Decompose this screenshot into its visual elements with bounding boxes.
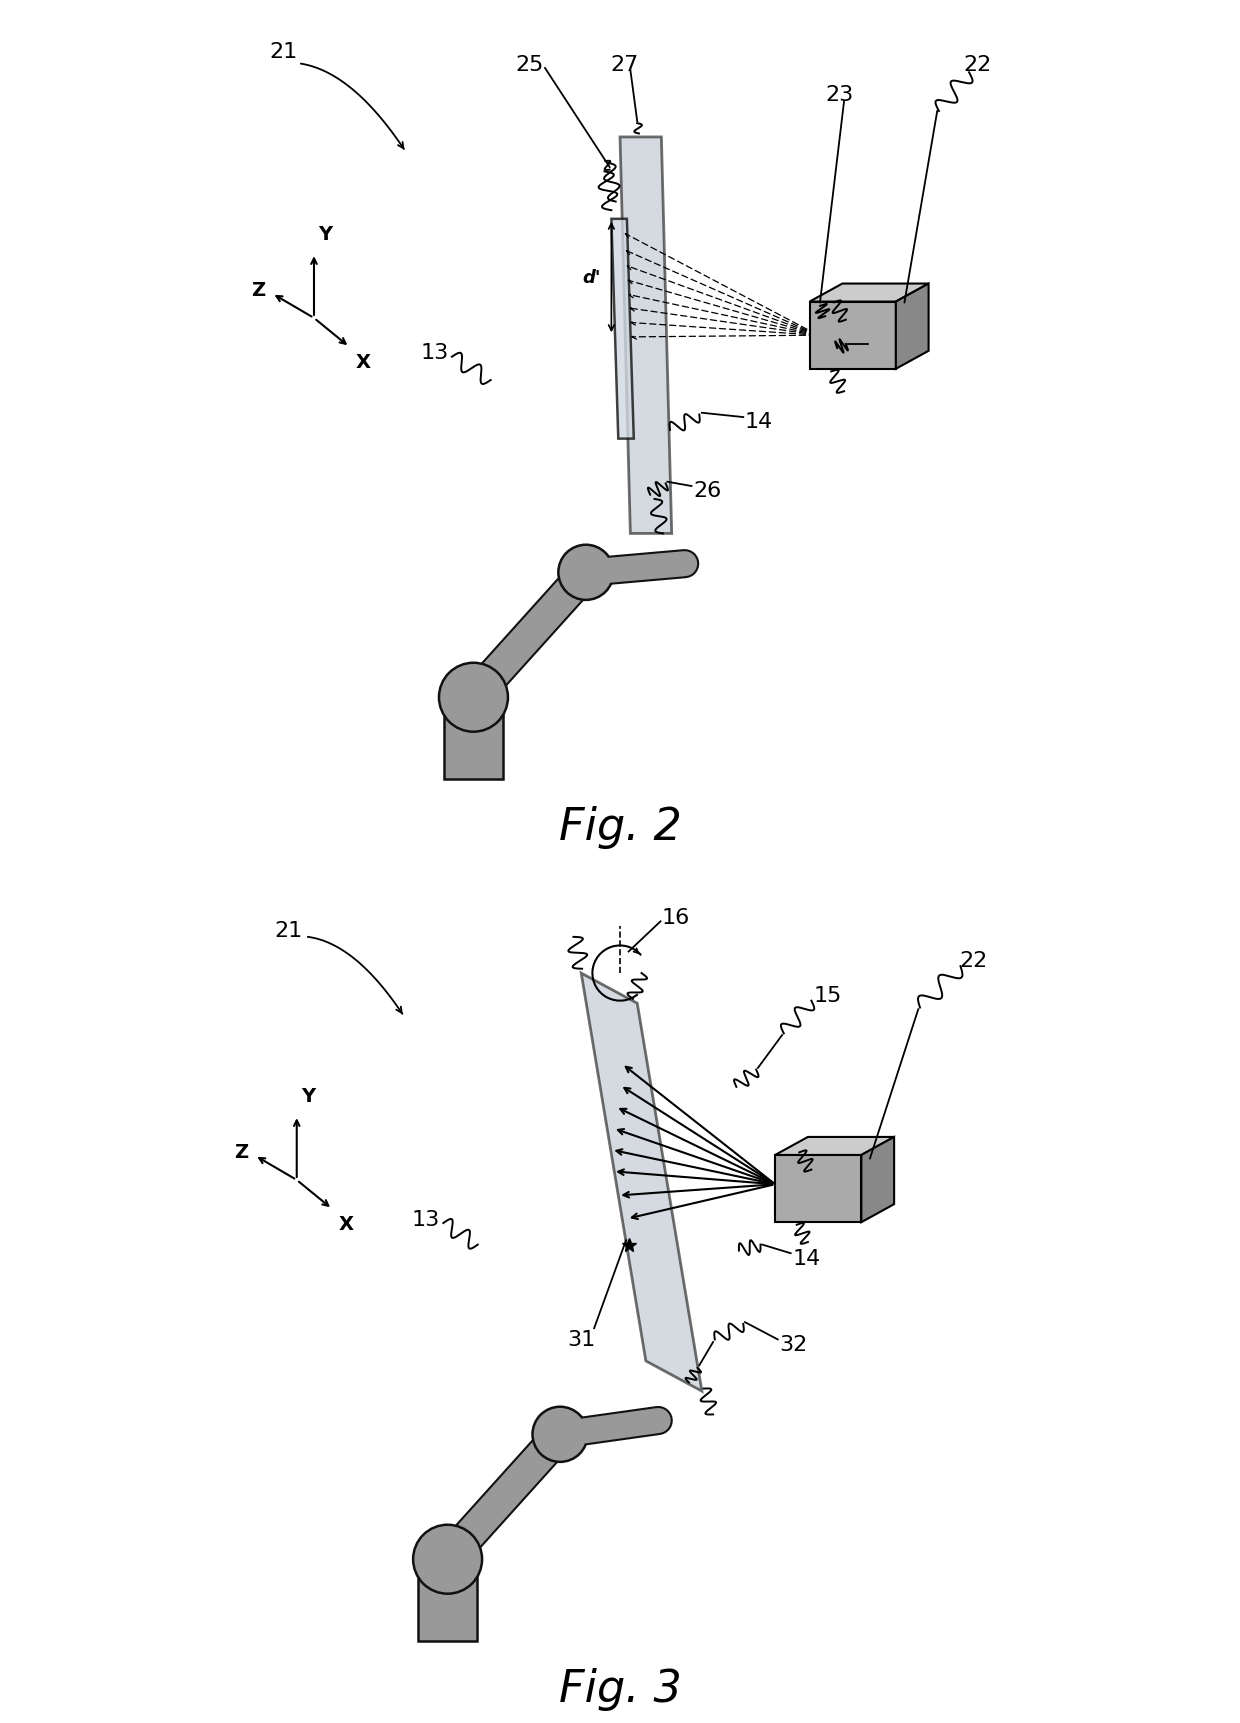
Polygon shape <box>862 1137 894 1223</box>
Text: Z: Z <box>234 1142 248 1161</box>
Circle shape <box>413 1525 482 1594</box>
Text: X: X <box>339 1213 353 1234</box>
Polygon shape <box>582 973 702 1392</box>
Text: 14: 14 <box>745 412 774 432</box>
Text: 26: 26 <box>693 481 722 501</box>
Text: 14: 14 <box>792 1247 821 1268</box>
Polygon shape <box>810 284 929 303</box>
Text: Fig. 2: Fig. 2 <box>558 806 682 848</box>
Text: Y: Y <box>319 224 332 245</box>
Text: Z: Z <box>252 281 265 300</box>
Text: 21: 21 <box>269 41 298 62</box>
Polygon shape <box>810 303 895 370</box>
Polygon shape <box>775 1154 862 1223</box>
Text: 21: 21 <box>274 920 303 941</box>
Circle shape <box>439 663 508 732</box>
Text: d': d' <box>583 269 601 286</box>
Text: 13: 13 <box>420 343 449 364</box>
Text: 16: 16 <box>662 908 691 927</box>
Text: 23: 23 <box>826 84 854 105</box>
Text: 22: 22 <box>963 55 992 74</box>
Text: Fig. 3: Fig. 3 <box>558 1668 682 1709</box>
Polygon shape <box>620 138 672 534</box>
Text: 25: 25 <box>516 55 543 74</box>
Text: Y: Y <box>301 1085 315 1106</box>
Circle shape <box>558 546 614 601</box>
Polygon shape <box>775 1137 894 1154</box>
Text: 31: 31 <box>567 1330 595 1349</box>
Text: 15: 15 <box>813 986 842 1005</box>
Polygon shape <box>611 219 634 439</box>
Text: 32: 32 <box>780 1334 807 1354</box>
Circle shape <box>532 1408 588 1463</box>
Text: 13: 13 <box>412 1210 440 1228</box>
Text: X: X <box>356 353 371 372</box>
Polygon shape <box>895 284 929 370</box>
Text: 27: 27 <box>610 55 639 74</box>
Bar <box>418 1559 477 1640</box>
Text: 24: 24 <box>870 334 898 355</box>
Text: 22: 22 <box>960 951 987 970</box>
Bar <box>444 698 502 779</box>
